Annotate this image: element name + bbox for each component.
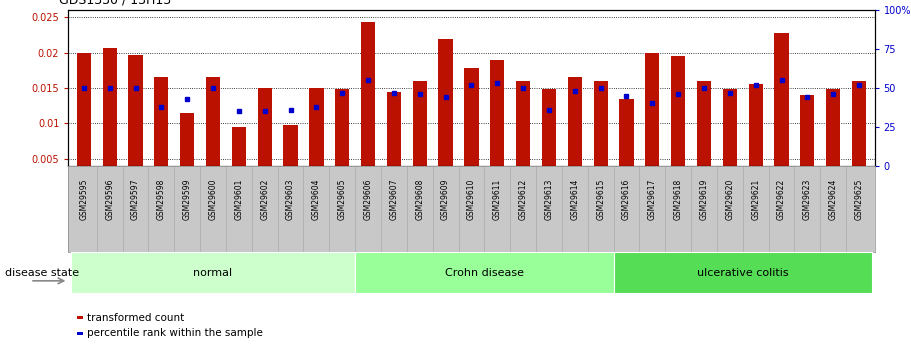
Bar [413,81,427,166]
Text: GSM29603: GSM29603 [286,179,295,220]
Bar [283,125,298,166]
Text: GSM29613: GSM29613 [545,179,554,220]
Text: GSM29623: GSM29623 [803,179,812,220]
Bar [335,89,349,166]
Text: GSM29622: GSM29622 [777,179,786,220]
Bar [206,77,220,166]
Bar [154,77,169,166]
Text: GSM29612: GSM29612 [518,179,527,220]
Text: GSM29621: GSM29621 [752,179,760,220]
Text: GSM29610: GSM29610 [467,179,476,220]
Text: transformed count: transformed count [87,313,184,323]
Bar [438,39,453,166]
Text: GSM29607: GSM29607 [389,179,398,220]
Text: GSM29620: GSM29620 [725,179,734,220]
Text: ulcerative colitis: ulcerative colitis [697,268,789,277]
Text: GSM29602: GSM29602 [261,179,270,220]
Text: GSM29618: GSM29618 [673,179,682,220]
Bar [128,55,143,166]
Text: GSM29615: GSM29615 [596,179,605,220]
Text: GSM29617: GSM29617 [648,179,657,220]
Bar [180,113,194,166]
Bar [614,252,872,293]
Text: disease state: disease state [5,268,78,277]
Bar [852,81,866,166]
Bar [645,53,660,166]
Bar [355,252,614,293]
Bar [103,48,117,166]
Text: GSM29596: GSM29596 [105,179,114,220]
Bar [542,89,556,166]
Bar [258,88,271,166]
Text: normal: normal [193,268,232,277]
Text: GSM29597: GSM29597 [131,179,140,220]
Bar [310,88,323,166]
Text: GSM29599: GSM29599 [183,179,191,220]
Bar [722,89,737,166]
Bar [77,53,91,166]
Bar [671,56,685,166]
Text: GSM29598: GSM29598 [157,179,166,220]
Bar [231,127,246,166]
Bar [568,77,582,166]
Bar [516,81,530,166]
Text: GSM29604: GSM29604 [312,179,321,220]
Text: GSM29611: GSM29611 [493,179,502,220]
Text: GSM29605: GSM29605 [338,179,347,220]
Bar [71,252,355,293]
Text: GSM29601: GSM29601 [234,179,243,220]
Text: GSM29608: GSM29608 [415,179,425,220]
Bar [774,33,789,166]
Text: percentile rank within the sample: percentile rank within the sample [87,328,263,338]
Bar [361,22,375,166]
Bar [697,81,711,166]
Bar [749,85,763,166]
Text: GSM29609: GSM29609 [441,179,450,220]
Bar [826,89,840,166]
Bar [490,60,505,166]
Text: GSM29614: GSM29614 [570,179,579,220]
Text: GSM29616: GSM29616 [622,179,631,220]
Bar [800,95,814,166]
Bar [619,99,633,166]
Text: GSM29619: GSM29619 [700,179,709,220]
Text: GSM29600: GSM29600 [209,179,218,220]
Text: Crohn disease: Crohn disease [445,268,524,277]
Text: GSM29624: GSM29624 [829,179,838,220]
Bar [387,91,401,166]
Text: GSM29595: GSM29595 [79,179,88,220]
Text: GSM29625: GSM29625 [855,179,864,220]
Text: GDS1330 / 13H13: GDS1330 / 13H13 [59,0,171,7]
Text: GSM29606: GSM29606 [363,179,373,220]
Bar [465,68,478,166]
Bar [594,81,608,166]
